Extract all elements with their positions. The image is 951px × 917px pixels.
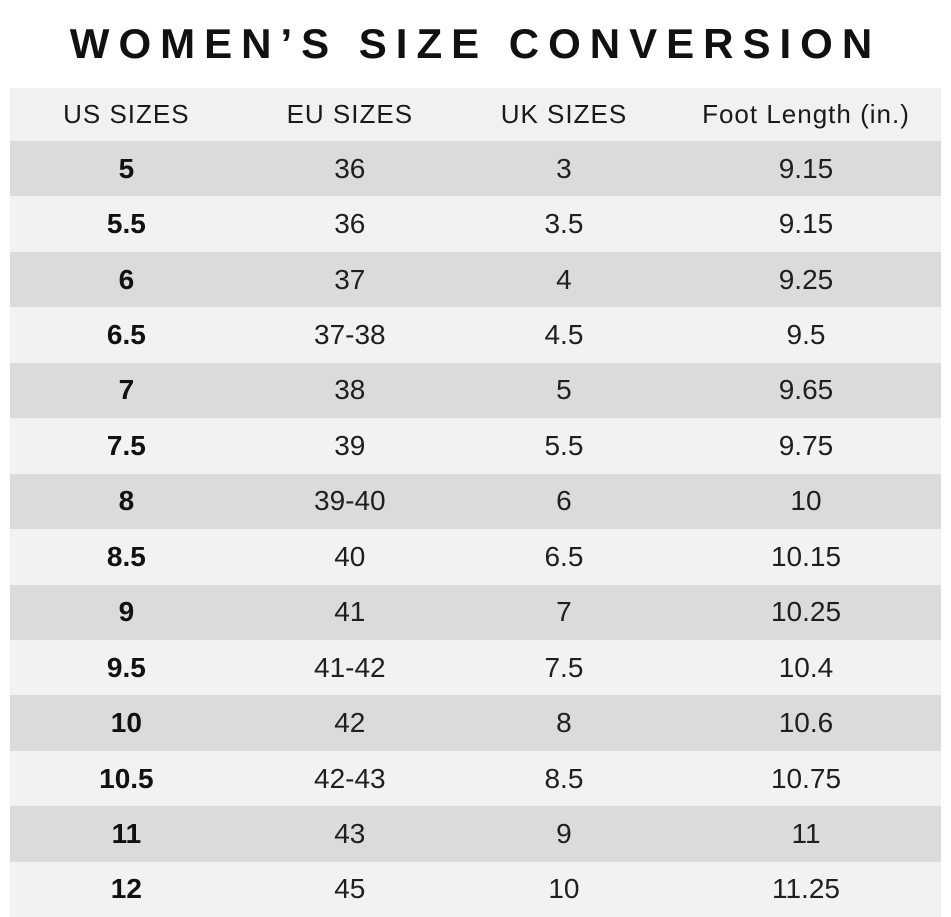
cell-eu-size: 41 xyxy=(334,596,366,628)
cell-eu-size: 36 xyxy=(334,208,366,240)
table-body: 5 36 3 9.15 5.5 36 3.5 9.15 6 37 4 9.25 … xyxy=(10,141,941,917)
cell-eu-size: 45 xyxy=(334,873,366,905)
column-header-eu-sizes: EU SIZES xyxy=(286,99,414,129)
table-row: 8.5 40 6.5 10.15 xyxy=(10,529,941,585)
cell-uk-size: 4.5 xyxy=(544,319,584,351)
cell-eu-size: 42-43 xyxy=(314,762,386,794)
cell-eu-size: 40 xyxy=(334,540,366,572)
cell-us-size: 10.5 xyxy=(99,762,154,794)
table-row: 8 39-40 6 10 xyxy=(10,473,941,530)
cell-us-size: 8 xyxy=(118,485,135,517)
column-header-foot-length: Foot Length (in.) xyxy=(702,99,910,129)
table-row: 7 38 5 9.65 xyxy=(10,362,941,419)
table-row: 6 37 4 9.25 xyxy=(10,251,941,308)
cell-uk-size: 5 xyxy=(556,374,572,406)
cell-foot-length: 10.25 xyxy=(770,596,842,628)
cell-us-size: 7.5 xyxy=(106,429,146,461)
table-row: 9 41 7 10.25 xyxy=(10,584,941,640)
cell-uk-size: 7 xyxy=(556,596,572,628)
cell-us-size: 9.5 xyxy=(106,651,146,683)
cell-uk-size: 8 xyxy=(556,707,572,739)
cell-uk-size: 6 xyxy=(556,485,572,517)
cell-uk-size: 5.5 xyxy=(544,429,584,461)
cell-foot-length: 10.4 xyxy=(778,651,834,683)
cell-foot-length: 10.75 xyxy=(770,762,842,794)
cell-uk-size: 3.5 xyxy=(544,208,584,240)
cell-eu-size: 42 xyxy=(334,707,366,739)
cell-eu-size: 41-42 xyxy=(314,651,386,683)
size-conversion-table: US SIZES EU SIZES UK SIZES Foot Length (… xyxy=(10,88,941,917)
column-header-uk-sizes: UK SIZES xyxy=(500,99,628,129)
table-row: 5 36 3 9.15 xyxy=(10,141,941,197)
table-row: 11 43 9 11 xyxy=(10,806,941,862)
table-row: 7.5 39 5.5 9.75 xyxy=(10,418,941,474)
cell-us-size: 7 xyxy=(118,374,135,406)
cell-us-size: 9 xyxy=(118,596,135,628)
cell-us-size: 6.5 xyxy=(106,319,146,351)
table-row: 5.5 36 3.5 9.15 xyxy=(10,196,941,252)
cell-foot-length: 9.25 xyxy=(778,263,834,295)
table-row: 6.5 37-38 4.5 9.5 xyxy=(10,307,941,363)
cell-eu-size: 37 xyxy=(334,263,366,295)
cell-foot-length: 9.75 xyxy=(778,429,834,461)
table-row: 9.5 41-42 7.5 10.4 xyxy=(10,639,941,696)
cell-uk-size: 3 xyxy=(556,152,572,184)
column-header-us-sizes: US SIZES xyxy=(63,99,190,129)
cell-eu-size: 39 xyxy=(334,429,366,461)
table-row: 12 45 10 11.25 xyxy=(10,861,941,917)
cell-eu-size: 43 xyxy=(334,817,366,849)
cell-us-size: 10 xyxy=(110,707,142,739)
cell-foot-length: 10.15 xyxy=(770,540,842,572)
cell-eu-size: 38 xyxy=(334,374,366,406)
cell-uk-size: 9 xyxy=(556,817,572,849)
cell-us-size: 11 xyxy=(111,817,142,849)
cell-eu-size: 36 xyxy=(334,152,366,184)
cell-us-size: 12 xyxy=(110,873,142,905)
table-row: 10 42 8 10.6 xyxy=(10,695,941,751)
page-title: WOMEN’S SIZE CONVERSION xyxy=(69,20,882,67)
cell-eu-size: 37-38 xyxy=(314,319,386,351)
cell-foot-length: 11 xyxy=(791,817,821,849)
cell-uk-size: 6.5 xyxy=(544,540,584,572)
cell-us-size: 5 xyxy=(118,152,135,184)
cell-uk-size: 4 xyxy=(556,263,572,295)
cell-uk-size: 8.5 xyxy=(544,762,584,794)
cell-uk-size: 10 xyxy=(548,873,580,905)
cell-uk-size: 7.5 xyxy=(544,651,584,683)
cell-foot-length: 9.5 xyxy=(786,319,826,351)
cell-us-size: 5.5 xyxy=(106,208,146,240)
table-row: 10.5 42-43 8.5 10.75 xyxy=(10,750,941,807)
title-bar: WOMEN’S SIZE CONVERSION xyxy=(0,0,951,88)
cell-foot-length: 9.15 xyxy=(778,208,834,240)
cell-foot-length: 11.25 xyxy=(771,873,840,905)
cell-foot-length: 9.15 xyxy=(778,152,834,184)
cell-foot-length: 10.6 xyxy=(778,707,834,739)
table-header-row: US SIZES EU SIZES UK SIZES Foot Length (… xyxy=(10,88,941,141)
cell-eu-size: 39-40 xyxy=(314,485,386,517)
cell-foot-length: 9.65 xyxy=(778,374,834,406)
cell-us-size: 6 xyxy=(118,263,135,295)
cell-us-size: 8.5 xyxy=(106,540,146,572)
cell-foot-length: 10 xyxy=(790,485,822,517)
